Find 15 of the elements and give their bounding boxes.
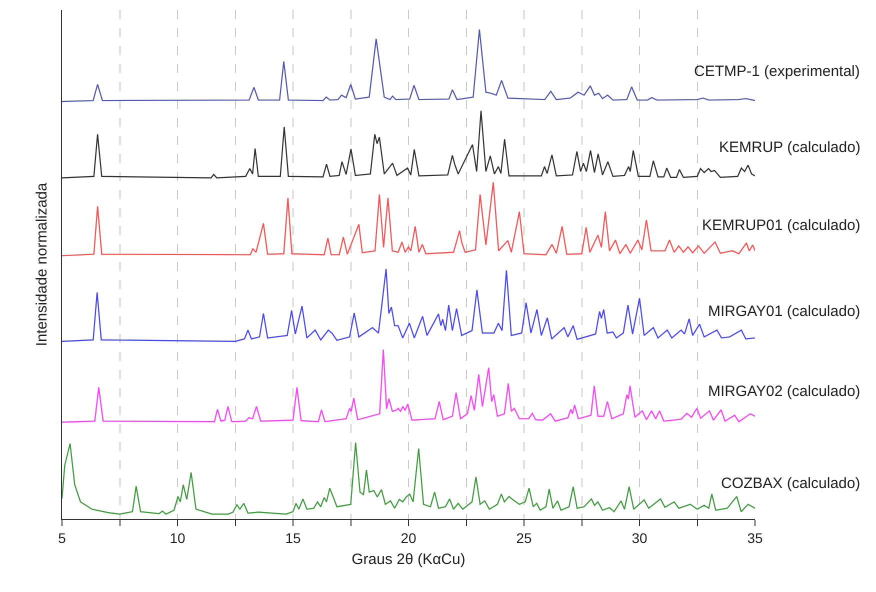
series-label: MIRGAY02 (calculado) (708, 383, 860, 400)
x-axis-title: Graus 2θ (KαCu) (352, 550, 466, 568)
x-tick-label: 5 (58, 530, 66, 546)
series-label: KEMRUP (calculado) (719, 139, 860, 156)
x-tick-label: 30 (632, 530, 648, 546)
x-tick-label: 10 (170, 530, 186, 546)
x-tick-label: 20 (400, 530, 416, 546)
series-label: KEMRUP01 (calculado) (702, 217, 860, 234)
x-tick-label: 35 (747, 530, 763, 546)
x-tick-label: 15 (285, 530, 301, 546)
y-axis-title: Intensidade normalizada (33, 182, 50, 346)
series-label: COZBAX (calculado) (721, 475, 860, 492)
series-label: CETMP-1 (experimental) (694, 63, 860, 80)
series-label: MIRGAY01 (calculado) (708, 303, 860, 320)
x-tick-label: 25 (516, 530, 532, 546)
